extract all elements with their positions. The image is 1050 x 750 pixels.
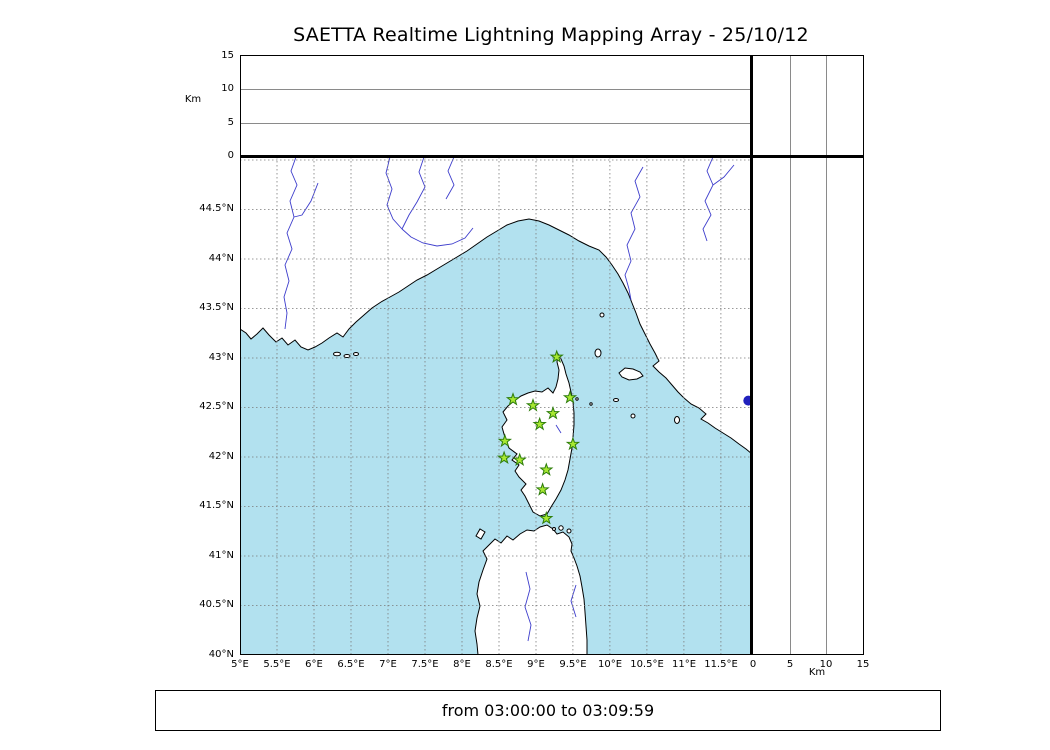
station-star-marker [496, 450, 512, 465]
lat-tick-label: 41°N [208, 550, 234, 561]
river [524, 571, 577, 642]
lon-tick-label: 9.5°E [559, 659, 587, 670]
altitude-gridline [241, 89, 751, 91]
station-star-marker [539, 510, 554, 525]
lat-tick-label: 44°N [208, 253, 234, 264]
lon-tick-label: 6.5°E [337, 659, 365, 670]
altitude-gridline [241, 122, 751, 124]
station-star-marker [545, 405, 561, 420]
alt-tick-label-right-panel: 15 [856, 659, 870, 670]
sardinia-coastline [474, 524, 588, 655]
station-markers-layer [496, 349, 752, 525]
lat-tick-label: 42°N [208, 451, 234, 462]
lon-tick-label: 10.5°E [630, 659, 664, 670]
river [702, 157, 735, 242]
axis-separator-horizontal [240, 155, 864, 158]
river [555, 424, 562, 434]
lon-tick-label: 11.5°E [704, 659, 738, 670]
island [613, 398, 619, 402]
lon-tick-label: 7°E [379, 659, 397, 670]
station-star-marker [562, 390, 578, 404]
lat-tick-label: 40°N [208, 649, 234, 660]
island [575, 397, 579, 401]
alt-tick-label-right-panel: 10 [819, 659, 833, 670]
time-range-text: from 03:00:00 to 03:09:59 [441, 701, 655, 720]
alt-tick-label-right-panel: 5 [786, 659, 794, 670]
coastlines-layer [240, 157, 752, 655]
altitude-longitude-panel [240, 55, 752, 157]
lat-tick-label: 43.5°N [199, 302, 234, 313]
lat-tick-label: 40.5°N [199, 599, 234, 610]
island [630, 413, 636, 419]
map-canvas [240, 157, 752, 655]
lon-tick-label: 10°E [597, 659, 623, 670]
lat-tick-label: 42.5°N [199, 401, 234, 412]
station-star-marker [549, 349, 564, 364]
altitude-unit-label-bottom: Km [808, 667, 826, 678]
alt-tick-label-top-panel: 15 [221, 50, 234, 61]
station-star-marker [525, 397, 541, 412]
station-star-marker [532, 416, 547, 431]
altitude-gridline [789, 56, 791, 156]
plot-title: SAETTA Realtime Lightning Mapping Array … [293, 24, 809, 46]
island [558, 525, 564, 531]
island [599, 312, 605, 318]
altitude-gridline [826, 56, 828, 156]
island [552, 527, 556, 531]
event-dot [743, 395, 752, 406]
island [674, 416, 680, 424]
island [566, 528, 572, 534]
lon-tick-label: 9°E [527, 659, 545, 670]
island [618, 367, 644, 381]
lon-tick-label: 5°E [231, 659, 249, 670]
lon-tick-label: 8°E [453, 659, 471, 670]
map-panel [240, 157, 752, 655]
alt-tick-label-top-panel: 10 [221, 83, 234, 94]
lon-tick-label: 8.5°E [485, 659, 513, 670]
island [333, 351, 341, 357]
altitude-gridline [826, 158, 828, 654]
river [624, 166, 644, 301]
corsica-coastline [501, 352, 575, 517]
station-star-marker [565, 436, 581, 451]
lon-tick-label: 6°E [305, 659, 323, 670]
lat-tick-label: 41.5°N [199, 500, 234, 511]
island [594, 348, 602, 358]
lon-tick-label: 11°E [671, 659, 697, 670]
axis-separator-vertical [750, 55, 753, 655]
station-star-marker [539, 462, 554, 476]
island [353, 352, 359, 356]
station-star-marker [497, 433, 513, 448]
island [475, 528, 486, 540]
lon-tick-label: 5.5°E [263, 659, 291, 670]
map-gridlines [240, 157, 752, 655]
altitude-gridline [789, 158, 791, 654]
station-star-marker [505, 392, 521, 406]
lat-tick-label: 43°N [208, 352, 234, 363]
lon-tick-label: 7.5°E [411, 659, 439, 670]
island [343, 354, 351, 358]
station-star-marker [535, 482, 550, 496]
river [385, 157, 474, 247]
alt-tick-label-top-panel: 0 [227, 150, 234, 161]
alt-tick-label-top-panel: 5 [227, 117, 234, 128]
time-range-box: from 03:00:00 to 03:09:59 [155, 690, 941, 731]
continent-coastline [240, 157, 752, 455]
river [283, 157, 319, 330]
station-star-marker [512, 452, 527, 467]
altitude-latitude-panel [752, 157, 864, 655]
altitude-histogram-panel [752, 55, 864, 157]
alt-tick-label-right-panel: 0 [749, 659, 757, 670]
island [589, 402, 593, 406]
lat-tick-label: 44.5°N [199, 203, 234, 214]
altitude-unit-label-left: Km [184, 94, 202, 105]
